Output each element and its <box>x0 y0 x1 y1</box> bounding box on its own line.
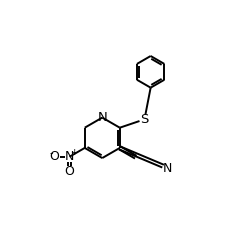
Text: N: N <box>65 150 74 163</box>
Text: +: + <box>70 148 77 157</box>
Text: -: - <box>49 149 53 159</box>
Text: N: N <box>97 111 107 124</box>
Text: S: S <box>140 113 149 126</box>
Text: O: O <box>64 165 74 178</box>
Text: O: O <box>50 150 59 163</box>
Text: N: N <box>163 162 172 175</box>
